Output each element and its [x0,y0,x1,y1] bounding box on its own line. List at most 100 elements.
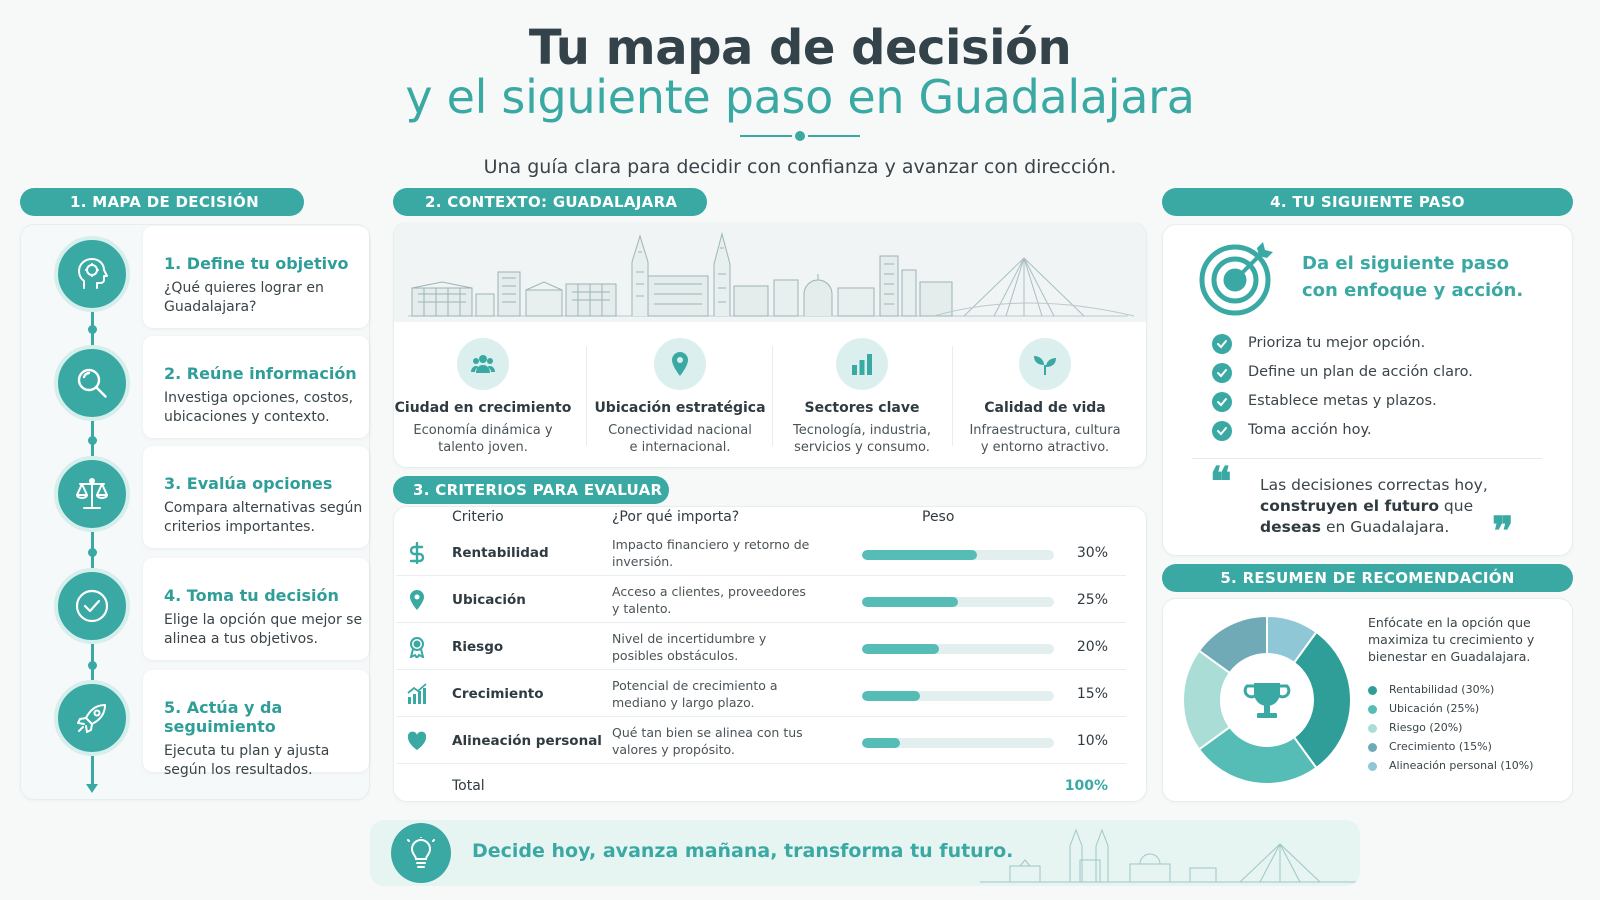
trophy-icon [1243,683,1291,718]
column-header-why: ¿Por qué importa? [612,509,740,525]
context-item-title: Sectores clave [804,400,920,416]
criteria-name: Riesgo [452,639,504,655]
footer-banner [370,820,1360,886]
step-card-3: 3. Evalúa opciones Compara alternativas … [143,446,369,548]
criteria-name: Crecimiento [452,686,544,702]
context-item-1: Ciudad en crecimiento Economía dinámica … [393,338,573,456]
section-4-label: 4. TU SIGUIENTE PASO [1162,188,1573,216]
section-5-label: 5. RESUMEN DE RECOMENDACIÓN [1162,564,1573,592]
sprout-icon [1019,338,1071,390]
step-card-1: 1. Define tu objetivo ¿Qué quieres logra… [143,226,369,328]
check-icon [1212,392,1232,412]
checklist-text: Toma acción hoy. [1248,422,1372,438]
weight-value: 25% [1076,592,1108,608]
criteria-why: Potencial de crecimiento a mediano y lar… [612,678,778,710]
weight-value: 10% [1076,733,1108,749]
total-value: 100% [1064,778,1108,794]
context-item-description: Conectividad nacional e internacional. [608,423,752,455]
weight-value: 15% [1076,686,1108,702]
weight-bar [862,738,1054,748]
footer-skyline-illustration [980,828,1360,883]
context-item-title: Ciudad en crecimiento [394,400,572,416]
divider [1192,458,1542,459]
divider [586,346,587,446]
criteria-why: Acceso a clientes, proveedores y talento… [612,584,806,616]
weight-bar-fill [862,738,901,748]
context-item-4: Calidad de vida Infraestructura, cultura… [955,338,1135,456]
timeline-arrow [86,784,98,793]
quote-text: Las decisiones correctas hoy, construyen… [1260,476,1488,536]
step-card-2: 2. Reúne información Investiga opciones,… [143,336,369,438]
checklist-text: Prioriza tu mejor opción. [1248,335,1426,351]
location-pin-icon [654,338,706,390]
check-icon [1212,363,1232,383]
context-item-title: Calidad de vida [984,400,1106,416]
next-step-headline: Da el siguiente paso con enfoque y acció… [1302,253,1524,301]
weight-bar-fill [862,691,920,701]
weight-bar [862,550,1054,560]
donut-slice [1266,614,1318,665]
total-label: Total [452,778,485,794]
criteria-row: Crecimiento Potencial de crecimiento a m… [396,671,1126,717]
criteria-why: Qué tan bien se alinea con tus valores y… [612,725,803,757]
context-item-description: Tecnología, industria, servicios y consu… [793,423,931,455]
guadalajara-skyline-illustration [394,222,1146,322]
checklist-text: Define un plan de acción claro. [1248,364,1473,380]
weight-value: 30% [1076,545,1108,561]
dollar-icon [409,542,425,564]
step-description: ¿Qué quieres lograr en Guadalajara? [164,280,324,315]
timeline-dot [88,661,97,670]
timeline-dot [88,548,97,557]
step-card-4: 4. Toma tu decisión Elige la opción que … [143,558,369,660]
target-icon [1199,242,1273,316]
step-title: 2. Reúne información [164,364,357,383]
rocket-icon [54,680,130,756]
page-subtitle: Una guía clara para decidir con confianz… [483,156,1117,178]
section-3-label: 3. CRITERIOS PARA EVALUAR [393,476,669,504]
criteria-why: Impacto financiero y retorno de inversió… [612,537,810,569]
magnifier-icon [54,345,130,421]
column-header-criterion: Criterio [452,509,504,525]
step-card-5: 5. Actúa y da seguimiento Ejecuta tu pla… [143,670,369,778]
step-title: 4. Toma tu decisión [164,586,339,605]
title-divider [740,130,860,142]
section-1-label: 1. MAPA DE DECISIÓN [20,188,304,216]
step-description: Compara alternativas según criterios imp… [164,500,363,535]
criteria-row: Ubicación Acceso a clientes, proveedores… [396,577,1126,623]
section-2-label: 2. CONTEXTO: GUADALAJARA [393,188,707,216]
step-description: Elige la opción que mejor se alinea a tu… [164,612,363,647]
weight-bar-fill [862,597,958,607]
step-description: Ejecuta tu plan y ajusta según los resul… [164,743,330,778]
timeline-dot [88,325,97,334]
location-pin-icon [410,590,424,610]
divider [952,346,953,446]
lightbulb-icon [391,823,451,883]
recommendation-text: Enfócate en la opción que maximiza tu cr… [1368,615,1535,664]
donut-slice [1197,725,1318,785]
weight-bar [862,597,1054,607]
footer-slogan: Decide hoy, avanza mañana, transforma tu… [472,840,1014,862]
criteria-why: Nivel de incertidumbre y posibles obstác… [612,631,767,663]
weight-bar [862,691,1054,701]
close-quote-icon: ❞ [1492,508,1514,555]
context-item-title: Ubicación estratégica [594,400,766,416]
weight-value: 20% [1076,639,1108,655]
context-item-2: Ubicación estratégica Conectividad nacio… [590,338,770,456]
award-icon [409,637,425,658]
step-description: Investiga opciones, costos, ubicaciones … [164,390,354,425]
page-title-line2: y el siguiente paso en Guadalajara [405,70,1195,124]
criteria-row: Riesgo Nivel de incertidumbre y posibles… [396,624,1126,670]
criteria-name: Ubicación [452,592,526,608]
divider [772,346,773,446]
criteria-row: Rentabilidad Impacto financiero y retorn… [396,530,1126,576]
checklist-text: Establece metas y plazos. [1248,393,1437,409]
scale-icon [54,456,130,532]
weight-bar [862,644,1054,654]
page-title: Tu mapa de decisión [528,20,1072,76]
check-circle-icon [54,568,130,644]
criteria-row: Alineación personal Qué tan bien se alin… [396,718,1126,764]
people-icon [457,338,509,390]
bar-chart-icon [836,338,888,390]
weight-bar-fill [862,644,939,654]
timeline-dot [88,436,97,445]
